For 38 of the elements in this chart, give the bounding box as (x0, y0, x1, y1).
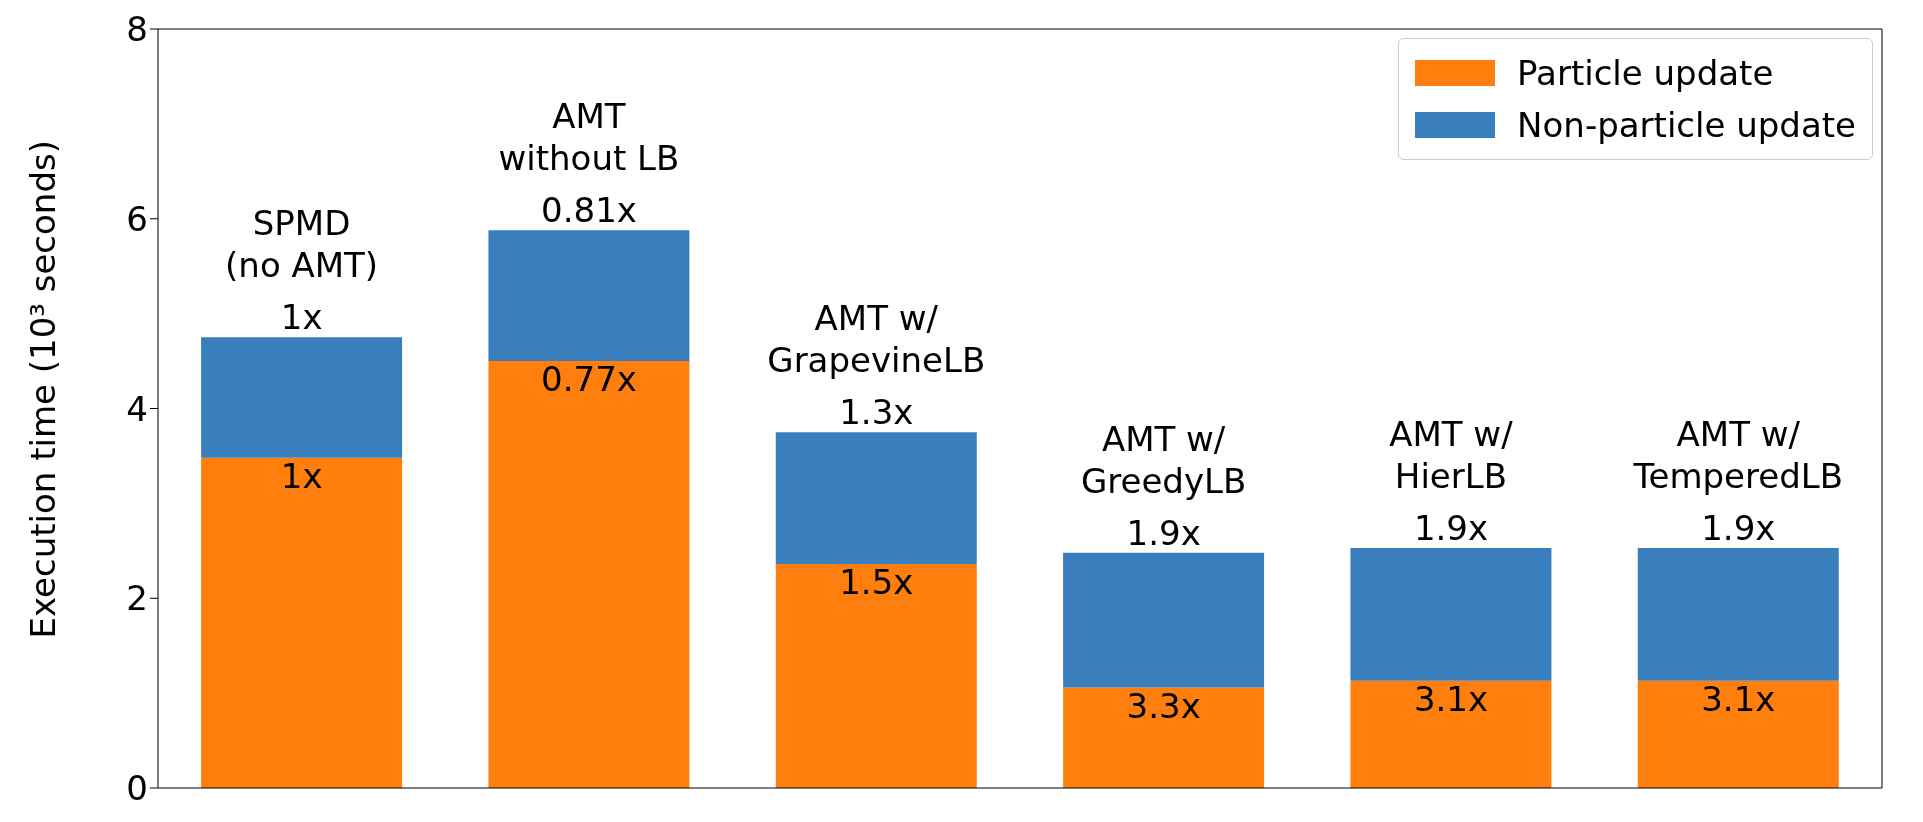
legend-label: Non-particle update (1517, 105, 1856, 145)
bar (201, 457, 403, 788)
x-tick-label: AMT w/ GrapevineLB (767, 298, 986, 381)
annotation: 1.5x (839, 562, 914, 603)
annotation: 1.3x (839, 392, 914, 433)
bar (1637, 680, 1839, 788)
y-tick-label: 2 (126, 578, 148, 619)
annotation: 1.9x (1701, 507, 1776, 548)
bar (1063, 687, 1265, 788)
annotation: 1.9x (1126, 512, 1201, 553)
bar (1063, 552, 1265, 688)
y-tick-label: 4 (126, 388, 148, 429)
annotation: 1x (280, 455, 323, 496)
x-tick-label: SPMD (no AMT) (225, 203, 379, 286)
bar (488, 361, 690, 788)
annotation: 0.81x (541, 190, 637, 231)
legend-label: Particle update (1517, 53, 1774, 93)
bar (775, 432, 977, 565)
x-tick-label: AMT without LB (498, 96, 680, 179)
x-tick-label: AMT w/ HierLB (1389, 413, 1514, 496)
annotation: 1.9x (1413, 507, 1489, 548)
bar (775, 564, 977, 788)
bar (488, 230, 690, 362)
bar (1350, 680, 1552, 788)
y-tick-label: 8 (126, 9, 148, 50)
bar (1350, 547, 1552, 681)
bar (1637, 547, 1839, 681)
bar (201, 337, 403, 458)
x-tick-label: AMT w/ GreedyLB (1080, 418, 1247, 501)
annotation: 3.3x (1126, 685, 1201, 726)
annotation: 1x (280, 297, 323, 338)
x-tick-label: AMT w/ TemperedLB (1632, 413, 1844, 496)
annotation: 3.1x (1701, 678, 1776, 719)
y-tick-label: 0 (126, 768, 148, 809)
y-tick-label: 6 (126, 198, 148, 239)
annotation: 0.77x (541, 359, 637, 400)
y-axis-title: Execution time (10³ seconds) (23, 140, 64, 639)
annotation: 3.1x (1413, 678, 1489, 719)
